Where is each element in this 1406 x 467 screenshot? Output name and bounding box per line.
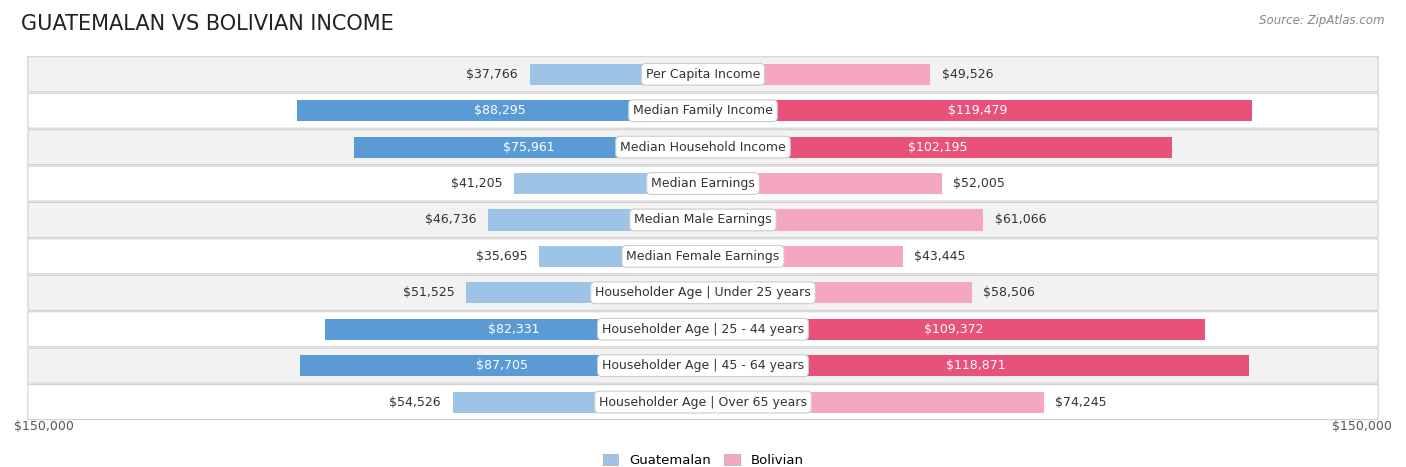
Text: $52,005: $52,005	[953, 177, 1005, 190]
FancyBboxPatch shape	[28, 130, 1378, 164]
Text: Median Family Income: Median Family Income	[633, 104, 773, 117]
Bar	[354, 136, 703, 158]
Bar	[703, 173, 942, 194]
Text: Householder Age | Under 25 years: Householder Age | Under 25 years	[595, 286, 811, 299]
Bar	[703, 100, 1251, 121]
Text: Median Earnings: Median Earnings	[651, 177, 755, 190]
Bar	[453, 391, 703, 413]
Text: $41,205: $41,205	[451, 177, 502, 190]
Text: $75,961: $75,961	[503, 141, 554, 154]
Text: $46,736: $46,736	[426, 213, 477, 226]
Bar	[325, 318, 703, 340]
Bar	[703, 136, 1173, 158]
Bar	[298, 100, 703, 121]
Text: $54,526: $54,526	[389, 396, 441, 409]
FancyBboxPatch shape	[28, 166, 1378, 201]
Bar	[530, 64, 703, 85]
FancyBboxPatch shape	[28, 93, 1378, 128]
Text: $118,871: $118,871	[946, 359, 1005, 372]
Text: Householder Age | Over 65 years: Householder Age | Over 65 years	[599, 396, 807, 409]
FancyBboxPatch shape	[28, 239, 1378, 274]
Text: $58,506: $58,506	[983, 286, 1035, 299]
Text: $102,195: $102,195	[908, 141, 967, 154]
Text: $82,331: $82,331	[488, 323, 540, 336]
Text: $51,525: $51,525	[404, 286, 456, 299]
Bar	[703, 209, 983, 231]
Text: $61,066: $61,066	[995, 213, 1046, 226]
Text: $119,479: $119,479	[948, 104, 1007, 117]
Text: Householder Age | 25 - 44 years: Householder Age | 25 - 44 years	[602, 323, 804, 336]
Bar	[703, 64, 931, 85]
FancyBboxPatch shape	[28, 385, 1378, 419]
Text: $87,705: $87,705	[475, 359, 527, 372]
Text: $88,295: $88,295	[474, 104, 526, 117]
Text: $109,372: $109,372	[924, 323, 984, 336]
Text: Median Household Income: Median Household Income	[620, 141, 786, 154]
Text: $43,445: $43,445	[914, 250, 966, 263]
FancyBboxPatch shape	[28, 276, 1378, 310]
Bar	[538, 246, 703, 267]
Text: $37,766: $37,766	[467, 68, 517, 81]
FancyBboxPatch shape	[28, 203, 1378, 237]
Text: $74,245: $74,245	[1056, 396, 1107, 409]
Text: Median Male Earnings: Median Male Earnings	[634, 213, 772, 226]
Bar	[703, 282, 972, 304]
Bar	[513, 173, 703, 194]
Text: $49,526: $49,526	[942, 68, 994, 81]
Text: Per Capita Income: Per Capita Income	[645, 68, 761, 81]
Bar	[703, 355, 1249, 376]
Text: Median Female Earnings: Median Female Earnings	[627, 250, 779, 263]
Bar	[703, 318, 1205, 340]
Text: $35,695: $35,695	[477, 250, 527, 263]
Text: $150,000: $150,000	[14, 420, 75, 433]
Text: GUATEMALAN VS BOLIVIAN INCOME: GUATEMALAN VS BOLIVIAN INCOME	[21, 14, 394, 34]
FancyBboxPatch shape	[28, 348, 1378, 383]
Bar	[703, 391, 1045, 413]
Bar	[703, 246, 903, 267]
Text: Source: ZipAtlas.com: Source: ZipAtlas.com	[1260, 14, 1385, 27]
FancyBboxPatch shape	[28, 312, 1378, 347]
Legend: Guatemalan, Bolivian: Guatemalan, Bolivian	[598, 448, 808, 467]
Text: $150,000: $150,000	[1331, 420, 1392, 433]
FancyBboxPatch shape	[28, 57, 1378, 92]
Text: Householder Age | 45 - 64 years: Householder Age | 45 - 64 years	[602, 359, 804, 372]
Bar	[467, 282, 703, 304]
Bar	[488, 209, 703, 231]
Bar	[299, 355, 703, 376]
